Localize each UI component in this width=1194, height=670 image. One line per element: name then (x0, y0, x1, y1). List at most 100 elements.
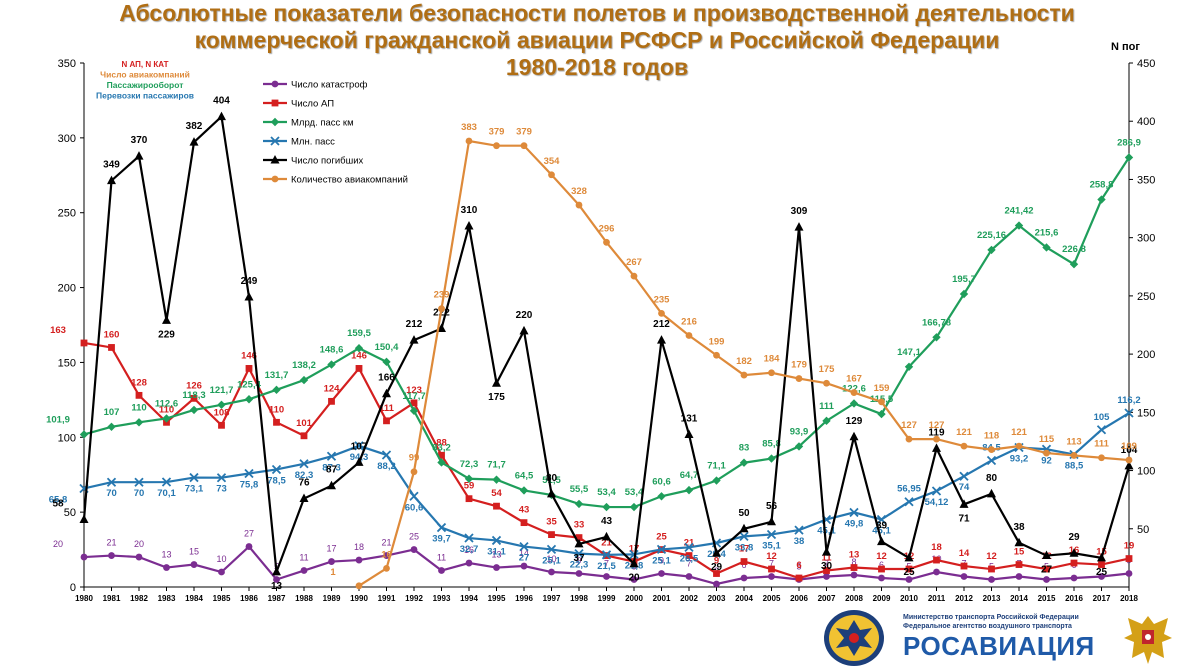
data-label-accidents: 14 (959, 548, 970, 559)
data-point (299, 375, 309, 385)
data-point (437, 323, 446, 332)
data-point (80, 339, 88, 347)
data-point (629, 549, 639, 559)
data-point (1097, 552, 1106, 562)
data-label-airlines: 167 (846, 374, 862, 385)
data-point (547, 488, 556, 498)
data-label-catastrophes: 6 (741, 560, 746, 570)
data-point (326, 451, 337, 461)
data-label-pass_km: 71,7 (487, 460, 506, 471)
data-label-pass_km: 147,1 (897, 347, 921, 358)
data-point (1098, 561, 1105, 568)
data-label-passengers: 45,1 (817, 525, 836, 536)
data-label-airlines: 1 (330, 567, 336, 578)
data-label-pass_km: 53,4 (625, 487, 644, 498)
data-label-accidents: 126 (186, 380, 202, 391)
data-point (740, 371, 748, 379)
data-point (822, 416, 831, 426)
data-label-passengers: 78,5 (267, 475, 286, 486)
y-right-tick-label: 150 (1137, 407, 1155, 419)
data-label-accidents: 111 (379, 403, 395, 414)
data-point (355, 582, 363, 590)
data-point (1014, 537, 1024, 547)
data-point (932, 333, 941, 342)
data-point (520, 562, 528, 570)
data-point (767, 516, 776, 526)
eagle-emblem-icon (1124, 616, 1172, 664)
x-tick-label: 2007 (818, 594, 836, 603)
data-label-fatalities: 29 (1068, 532, 1080, 543)
data-label-airlines: 175 (819, 364, 836, 375)
data-point (354, 457, 364, 466)
y-right-tick-label: 200 (1137, 349, 1155, 361)
data-point (299, 459, 309, 469)
data-label-pass_km: 71,1 (707, 461, 726, 472)
left-axis-note: Пассажирооборот (107, 80, 184, 90)
data-point (162, 414, 171, 423)
data-label-fatalities: 249 (241, 276, 258, 287)
data-point (1014, 221, 1024, 230)
data-point (492, 475, 501, 484)
data-point (739, 531, 749, 542)
data-point (685, 332, 693, 339)
data-label-passengers: 22,3 (570, 560, 589, 571)
data-point (630, 272, 638, 280)
x-tick-label: 2006 (790, 594, 808, 603)
y-right-axis-title: N пог (1111, 41, 1140, 53)
data-point (135, 553, 143, 561)
data-point (79, 430, 89, 439)
data-point (327, 480, 336, 490)
data-label-passengers: 116,2 (1117, 395, 1140, 406)
data-point (931, 486, 942, 496)
data-label-fatalities: 25 (1096, 567, 1108, 578)
data-label-fatalities: 39 (876, 521, 888, 532)
data-point (272, 566, 281, 576)
data-label-catastrophes: 10 (546, 554, 556, 564)
data-label-fatalities: 382 (186, 121, 203, 132)
series-passengers: 65,870 70 70,1 73,1 73 75,8 78,582,387,394,388… (49, 395, 1141, 572)
data-label-pass_km: 225,16 (977, 230, 1006, 241)
data-point (465, 137, 473, 145)
data-label-airlines: 99 (409, 453, 420, 464)
data-point (271, 99, 279, 107)
y-left-tick-label: 150 (58, 357, 76, 369)
data-point (658, 570, 665, 577)
y-left-tick-label: 250 (58, 208, 76, 220)
data-label-passengers: 75,8 (240, 480, 259, 491)
data-point (629, 558, 639, 568)
data-label-fatalities: 25 (903, 567, 915, 578)
data-point (1043, 449, 1050, 457)
data-label-airlines: 328 (571, 186, 587, 197)
data-label-airlines: 296 (599, 223, 615, 234)
data-point (1069, 260, 1079, 269)
x-tick-label: 2003 (708, 594, 726, 603)
data-point (877, 536, 886, 546)
data-point (519, 325, 529, 335)
data-label-pass_km: 148,6 (320, 345, 344, 356)
data-label-pass_km: 111 (819, 401, 835, 412)
data-point (1042, 550, 1051, 560)
data-point (327, 360, 336, 369)
data-point (713, 570, 720, 577)
legend: Число катастроф Число АП Млрд. пасс км Млн.… (263, 80, 408, 186)
data-label-passengers: 70,1 (157, 488, 176, 499)
data-label-catastrophes: 7 (604, 559, 609, 569)
data-point (354, 344, 364, 353)
data-point (794, 222, 804, 231)
data-label-accidents: 160 (104, 329, 120, 340)
data-point (273, 576, 280, 583)
x-tick-label: 1994 (460, 594, 478, 603)
data-label-passengers: 70 (134, 488, 145, 499)
data-point (300, 567, 308, 574)
data-label-pass_km: 55,5 (570, 484, 589, 495)
x-tick-label: 2015 (1038, 594, 1056, 603)
data-point (1070, 574, 1078, 582)
y-left-tick-label: 100 (58, 432, 76, 444)
data-label-catastrophes: 25 (409, 532, 419, 542)
data-point (464, 533, 474, 543)
data-point (904, 497, 914, 507)
data-point (1070, 452, 1078, 459)
data-label-pass_km: 93,9 (790, 426, 809, 437)
data-label-catastrophes: 18 (354, 542, 364, 552)
x-tick-label: 2008 (845, 594, 863, 603)
